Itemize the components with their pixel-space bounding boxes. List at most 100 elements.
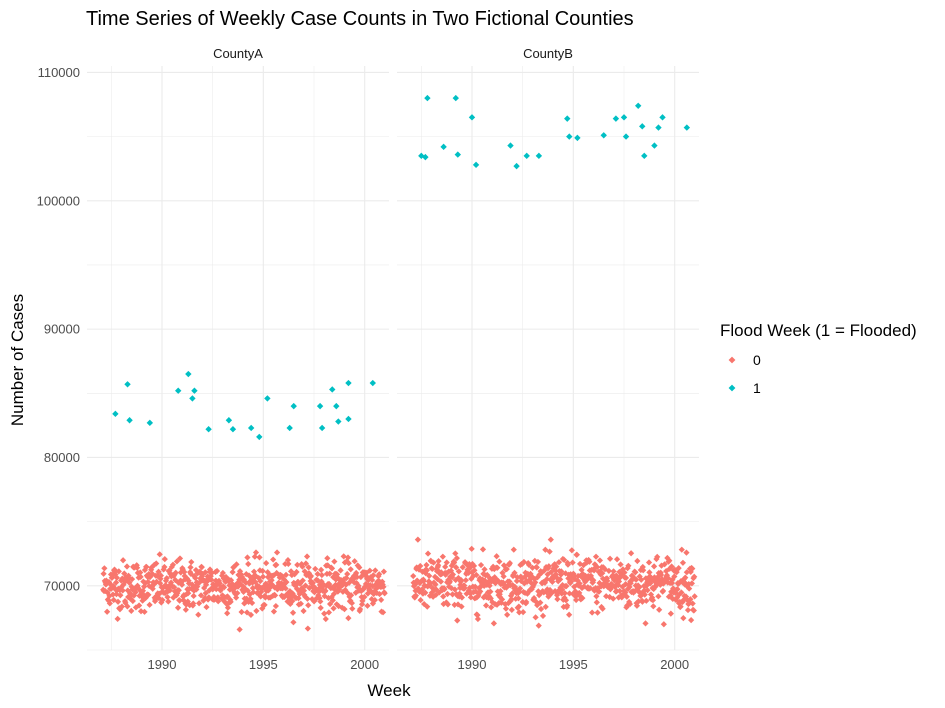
data-point-nonflood bbox=[172, 569, 179, 576]
data-point-nonflood bbox=[634, 557, 641, 565]
data-point-nonflood bbox=[500, 573, 507, 580]
data-point-nonflood bbox=[236, 568, 244, 575]
data-point-nonflood bbox=[530, 595, 538, 602]
data-point-nonflood bbox=[539, 612, 547, 619]
data-point-nonflood bbox=[305, 570, 313, 577]
data-point-nonflood bbox=[247, 611, 255, 618]
data-point-nonflood bbox=[118, 603, 126, 610]
data-point-nonflood bbox=[447, 567, 455, 574]
data-point-flood bbox=[422, 153, 429, 161]
data-point-nonflood bbox=[466, 561, 473, 568]
data-point-nonflood bbox=[176, 555, 184, 562]
data-point-nonflood bbox=[259, 573, 267, 580]
data-point-nonflood bbox=[372, 567, 379, 574]
data-point-nonflood bbox=[532, 614, 539, 621]
data-point-flood bbox=[468, 114, 476, 121]
data-point-flood bbox=[290, 402, 297, 410]
data-point-nonflood bbox=[502, 601, 509, 608]
data-point-nonflood bbox=[267, 594, 274, 601]
data-point-nonflood bbox=[564, 561, 572, 568]
data-point-nonflood bbox=[344, 570, 351, 578]
data-point-flood bbox=[659, 114, 666, 121]
data-point-nonflood bbox=[324, 562, 331, 569]
data-point-nonflood bbox=[566, 590, 573, 597]
data-point-flood bbox=[335, 418, 342, 425]
data-point-nonflood bbox=[579, 570, 586, 577]
data-point-nonflood bbox=[157, 575, 164, 582]
data-point-flood bbox=[316, 402, 324, 410]
data-point-nonflood bbox=[479, 581, 486, 588]
data-point-nonflood bbox=[576, 589, 583, 597]
data-point-nonflood bbox=[560, 603, 567, 610]
data-point-nonflood bbox=[233, 561, 240, 568]
data-point-nonflood bbox=[541, 567, 548, 574]
data-point-nonflood bbox=[596, 588, 603, 595]
data-point-nonflood bbox=[571, 583, 578, 590]
data-point-nonflood bbox=[690, 607, 697, 614]
data-point-nonflood bbox=[586, 558, 593, 565]
data-point-nonflood bbox=[535, 588, 542, 595]
data-point-nonflood bbox=[639, 563, 646, 571]
data-point-nonflood bbox=[454, 617, 461, 624]
legend-label: 0 bbox=[753, 352, 761, 368]
data-point-nonflood bbox=[647, 573, 654, 581]
data-point-nonflood bbox=[622, 574, 630, 581]
data-point-nonflood bbox=[307, 572, 315, 580]
data-point-nonflood bbox=[430, 559, 437, 566]
data-point-nonflood bbox=[493, 553, 500, 560]
data-point-nonflood bbox=[127, 593, 134, 600]
data-point-nonflood bbox=[282, 571, 290, 578]
data-point-nonflood bbox=[647, 580, 654, 587]
data-point-nonflood bbox=[674, 586, 681, 593]
data-point-nonflood bbox=[264, 585, 271, 592]
data-point-nonflood bbox=[548, 568, 555, 576]
data-point-flood bbox=[452, 94, 459, 102]
data-point-flood bbox=[472, 161, 480, 169]
data-point-nonflood bbox=[561, 590, 568, 597]
data-point-nonflood bbox=[369, 582, 376, 590]
legend-item: 1 bbox=[728, 380, 761, 396]
data-point-nonflood bbox=[650, 585, 657, 593]
data-point-nonflood bbox=[343, 574, 350, 582]
data-point-flood bbox=[369, 379, 376, 387]
data-point-nonflood bbox=[295, 595, 302, 602]
data-point-nonflood bbox=[329, 597, 336, 604]
data-point-nonflood bbox=[149, 585, 156, 592]
data-point-nonflood bbox=[580, 562, 587, 569]
data-point-nonflood bbox=[381, 590, 388, 597]
data-point-nonflood bbox=[557, 584, 564, 591]
data-point-nonflood bbox=[208, 576, 215, 583]
data-point-nonflood bbox=[633, 576, 640, 583]
data-point-nonflood bbox=[137, 569, 144, 576]
data-point-nonflood bbox=[359, 597, 366, 604]
data-point-nonflood bbox=[305, 602, 312, 609]
data-point-nonflood bbox=[605, 567, 612, 574]
data-point-flood bbox=[683, 124, 691, 131]
data-point-nonflood bbox=[302, 560, 309, 567]
data-point-nonflood bbox=[468, 545, 475, 552]
data-point-nonflood bbox=[356, 606, 364, 613]
x-tick-label: 1995 bbox=[559, 657, 588, 672]
data-point-nonflood bbox=[257, 577, 264, 585]
data-point-nonflood bbox=[567, 578, 575, 585]
data-point-nonflood bbox=[458, 576, 465, 584]
data-point-nonflood bbox=[471, 567, 478, 574]
data-point-nonflood bbox=[361, 583, 368, 591]
data-point-nonflood bbox=[475, 590, 482, 597]
data-point-nonflood bbox=[220, 584, 228, 591]
data-point-nonflood bbox=[207, 573, 214, 580]
x-tick-label: 2000 bbox=[350, 657, 379, 672]
data-point-nonflood bbox=[328, 565, 336, 572]
data-point-nonflood bbox=[379, 578, 386, 585]
data-point-nonflood bbox=[511, 569, 518, 576]
data-point-nonflood bbox=[483, 602, 490, 609]
series-0-points bbox=[100, 549, 388, 633]
data-point-nonflood bbox=[675, 580, 682, 588]
data-point-nonflood bbox=[435, 562, 442, 569]
data-point-nonflood bbox=[262, 594, 269, 601]
data-point-nonflood bbox=[321, 592, 328, 600]
data-point-nonflood bbox=[439, 553, 446, 560]
data-point-nonflood bbox=[259, 567, 266, 575]
data-point-nonflood bbox=[419, 586, 426, 593]
data-point-nonflood bbox=[146, 601, 153, 608]
